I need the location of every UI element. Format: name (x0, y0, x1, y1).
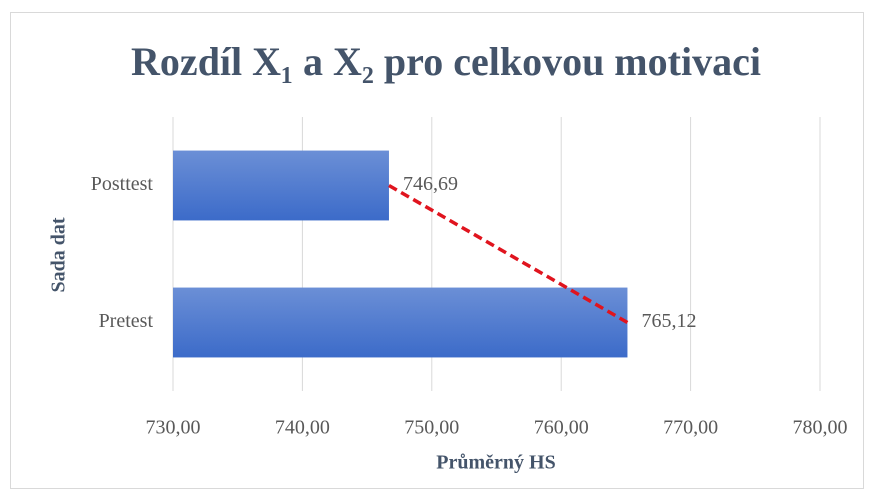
x-tick-label: 780,00 (793, 417, 848, 439)
chart-frame (10, 12, 864, 489)
bar (173, 287, 628, 358)
y-tick-label: Pretest (99, 310, 154, 332)
trend-line (388, 183, 629, 325)
x-tick-label: 770,00 (663, 417, 718, 439)
x-tick-label: 760,00 (534, 417, 589, 439)
x-axis-title: Průměrný HS (436, 452, 555, 474)
chart-title: Rozdíl X₁ a X₂ pro celkovou motivaci (131, 39, 761, 84)
x-tick-label: 750,00 (404, 417, 459, 439)
x-tick-label: 730,00 (146, 417, 201, 439)
x-tick-label: 740,00 (275, 417, 330, 439)
data-label: 765,12 (641, 310, 696, 332)
bar (173, 150, 389, 221)
data-label: 746,69 (403, 173, 458, 195)
y-axis-title: Sada dat (48, 217, 70, 292)
y-tick-label: Posttest (91, 173, 154, 195)
